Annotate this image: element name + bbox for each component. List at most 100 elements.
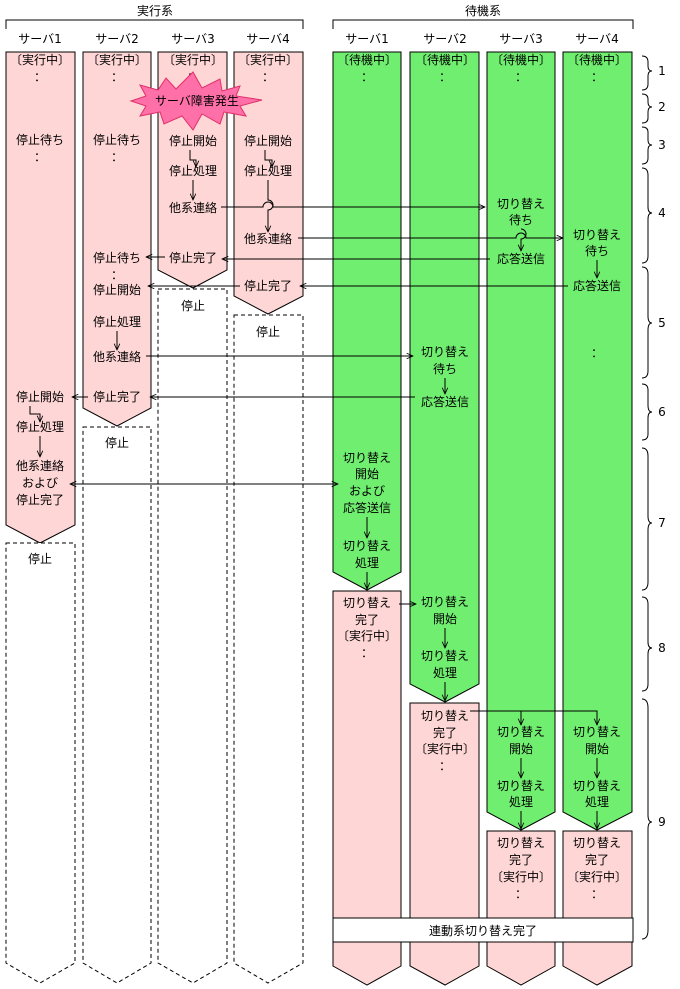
- state-stopped: 停止: [28, 551, 52, 566]
- internal-flow-arrows: [29, 150, 597, 829]
- standby-server-4-steps: 〔待機中〕 ： 切り替え 待ち 応答送信 ： 切り替え 開始 切り替え 処理 切…: [567, 52, 627, 901]
- flow-arrow: [29, 406, 40, 422]
- phase-brace-3: [641, 126, 653, 165]
- fault-star-icon: [129, 71, 263, 131]
- step-switch: 切り替え: [573, 836, 621, 850]
- active-server-3-stopped-lane: [157, 288, 228, 984]
- ellipsis: ：: [34, 150, 46, 164]
- server-headers: サーバ1 サーバ2 サーバ3 サーバ4 サーバ1 サーバ2 サーバ3 サーバ4: [18, 32, 619, 46]
- step-send-response: 応答送信: [573, 278, 621, 293]
- step-send-response: 応答送信: [497, 251, 545, 266]
- message-arrows: [70, 201, 597, 725]
- step-start: 開始: [355, 467, 379, 481]
- ellipsis: ：: [439, 759, 451, 773]
- ellipsis: ：: [591, 70, 603, 84]
- state-standby: 〔待機中〕: [491, 52, 551, 67]
- step-stop-start: 停止開始: [244, 133, 292, 148]
- standby-server-3-running-lane: [486, 830, 556, 986]
- state-running: 〔実行中〕: [567, 869, 627, 884]
- phase-brace-9: [641, 698, 653, 940]
- step-switch: 切り替え: [497, 197, 545, 211]
- phase-number-6: 6: [658, 405, 666, 419]
- state-standby: 〔待機中〕: [567, 52, 627, 67]
- step-wait: 待ち: [585, 244, 609, 258]
- standby-server-3-waiting-lane: [486, 51, 556, 831]
- phase-brace-8: [641, 596, 653, 692]
- linked-switch-complete-label: 連動系切り替え完了: [429, 923, 537, 938]
- step-notify-other: 他系連絡: [93, 349, 141, 364]
- step-stop-complete: 停止完了: [16, 492, 64, 507]
- server-header-active-2: サーバ2: [95, 32, 139, 46]
- phase-numbers: 1 2 3 4 5 6 7 8 9: [658, 64, 666, 829]
- step-switch: 切り替え: [573, 725, 621, 739]
- group-label-standby: 待機系: [465, 3, 501, 18]
- step-switch: 切り替え: [573, 228, 621, 242]
- step-switch: 切り替え: [421, 649, 469, 663]
- standby-server-1-running-lane: [332, 590, 402, 986]
- phase-brace-4: [641, 167, 653, 264]
- step-wait: 待ち: [509, 213, 533, 227]
- phase-number-2: 2: [658, 100, 666, 114]
- server-header-active-4: サーバ4: [246, 32, 290, 46]
- phase-brace-6: [641, 383, 653, 441]
- step-process: 処理: [585, 795, 609, 809]
- active-server-4-stopped-lane: [233, 314, 304, 984]
- step-and: および: [349, 484, 385, 498]
- ellipsis: ：: [34, 70, 46, 84]
- active-server-1-stopped-lane: [5, 542, 76, 984]
- ellipsis: ：: [439, 70, 451, 84]
- server-header-active-3: サーバ3: [171, 32, 215, 46]
- phase-number-9: 9: [658, 815, 666, 829]
- step-wait-stop: 停止待ち: [93, 250, 141, 265]
- flow-arrow: [264, 150, 272, 167]
- active-server-4-steps: 〔実行中〕 ： 停止開始 停止処理 他系連絡 停止完了 停止: [238, 52, 298, 339]
- phase-braces: [641, 55, 653, 940]
- ellipsis: ：: [591, 346, 603, 360]
- group-label-active: 実行系: [137, 3, 173, 18]
- phase-number-1: 1: [658, 64, 666, 78]
- step-stop-process: 停止処理: [244, 163, 292, 178]
- step-switch: 切り替え: [497, 725, 545, 739]
- server-header-standby-2: サーバ2: [423, 32, 467, 46]
- step-switch: 切り替え: [343, 539, 391, 553]
- phase-brace-1: [641, 55, 653, 91]
- step-complete: 完了: [509, 852, 533, 867]
- step-notify-other: 他系連絡: [244, 231, 292, 246]
- active-server-1-running-lane: [5, 51, 76, 544]
- fault-label: サーバ障害発生: [155, 93, 239, 108]
- state-standby: 〔待機中〕: [415, 52, 475, 67]
- step-stop-start: 停止開始: [93, 282, 141, 297]
- step-wait: 待ち: [433, 362, 457, 376]
- step-start: 開始: [585, 742, 609, 756]
- flow-arrow: [189, 150, 196, 167]
- standby-server-4-waiting-lane: [562, 51, 633, 831]
- step-stop-process: 停止処理: [16, 419, 64, 434]
- ellipsis: ：: [361, 70, 373, 84]
- step-stop-start: 停止開始: [16, 389, 64, 404]
- standby-server-4-running-lane: [562, 830, 633, 986]
- ellipsis: ：: [111, 268, 123, 282]
- step-and: および: [22, 476, 58, 490]
- step-process: 処理: [355, 556, 379, 570]
- active-server-2-steps: 〔実行中〕 ： 停止待ち ： 停止待ち ： 停止開始 停止処理 他系連絡 停止完…: [87, 52, 147, 450]
- phase-number-8: 8: [658, 641, 666, 655]
- ellipsis: ：: [515, 70, 527, 84]
- standby-server-1-steps: 〔待機中〕 ： 切り替え 開始 および 応答送信 切り替え 処理 切り替え 完了…: [337, 52, 397, 660]
- phase-brace-2: [641, 93, 653, 124]
- step-complete: 完了: [433, 725, 457, 740]
- phase-number-5: 5: [658, 316, 666, 330]
- ellipsis: ：: [361, 646, 373, 660]
- step-stop-process: 停止処理: [93, 314, 141, 329]
- active-server-1-steps: 〔実行中〕 ： 停止待ち ： 停止開始 停止処理 他系連絡 および 停止完了 停…: [10, 52, 70, 566]
- ellipsis: ：: [111, 150, 123, 164]
- ellipsis: ：: [262, 70, 274, 84]
- server-header-standby-4: サーバ4: [575, 32, 619, 46]
- ellipsis: ：: [591, 887, 603, 901]
- state-stopped: 停止: [256, 324, 280, 339]
- state-stopped: 停止: [181, 298, 205, 313]
- state-stopped: 停止: [105, 435, 129, 450]
- group-header-standby: 待機系: [332, 3, 634, 29]
- step-switch: 切り替え: [421, 595, 469, 609]
- step-switch: 切り替え: [421, 345, 469, 359]
- ellipsis: ：: [515, 887, 527, 901]
